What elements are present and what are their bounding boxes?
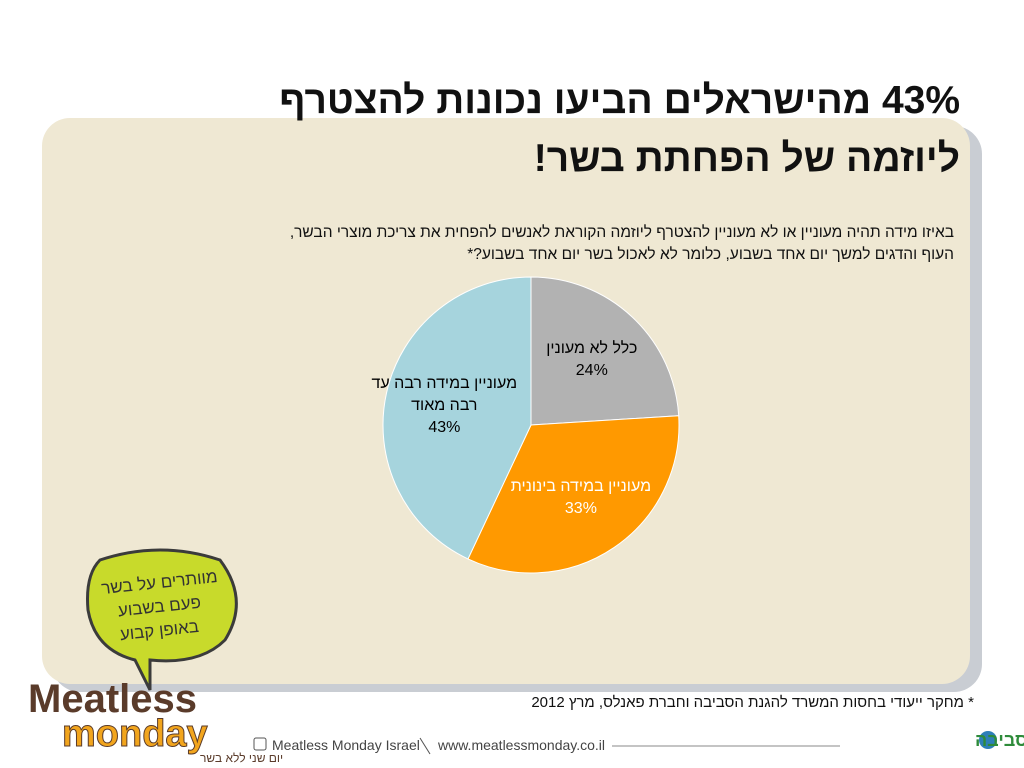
slice-value: 24%	[575, 362, 608, 380]
question-line: באיזו מידה תהיה מעוניין או לא מעוניין לה…	[289, 224, 954, 241]
title: 43% מהישראלים הביעו נכונות להצטרף ליוזמה…	[60, 72, 960, 188]
slice-label: מעוניין במידה רבה עד רבה מאוד 43%	[369, 373, 519, 439]
partner-logo: חיים וסביבה	[975, 730, 1024, 750]
corner-logo	[2, 2, 32, 42]
pie-slice	[382, 276, 532, 560]
slice-category: מעוניין במידה רבה עד רבה מאוד	[371, 374, 518, 414]
pie-slice	[530, 276, 680, 426]
title-line: ליוזמה של הפחתת בשר!	[533, 137, 960, 180]
title-line: 43% מהישראלים הביעו נכונות להצטרף	[279, 79, 960, 122]
speech-bubble	[86, 548, 238, 691]
separator	[419, 737, 431, 755]
facebook-icon	[253, 737, 267, 751]
slice-value: 43%	[428, 418, 461, 436]
question-line: העוף והדגים למשך יום אחד בשבוע, כלומר לא…	[467, 246, 954, 263]
slice-category: כלל לא מעונין	[546, 340, 638, 358]
slice-value: 33%	[564, 500, 597, 518]
slice-label: כלל לא מעונין 24%	[517, 338, 667, 382]
slice-label: מעוניין במידה בינונית 33%	[506, 476, 656, 520]
logo-meatless: Meatless	[28, 677, 197, 721]
pie	[382, 276, 680, 574]
pie-slice	[467, 415, 680, 574]
partner-globe	[979, 731, 997, 749]
footer-url: www.meatlessmonday.co.il	[437, 737, 605, 753]
logo-tagline: יום שני ללא בשר	[200, 751, 283, 765]
question: באיזו מידה תהיה מעוניין או לא מעוניין לה…	[54, 222, 954, 266]
logo-monday: monday	[62, 713, 208, 755]
slice-category: מעוניין במידה בינונית	[510, 478, 652, 496]
footer-social: Meatless Monday Israel	[272, 737, 420, 753]
footnote: * מחקר ייעודי בחסות המשרד להגנת הסביבה ו…	[531, 694, 974, 711]
